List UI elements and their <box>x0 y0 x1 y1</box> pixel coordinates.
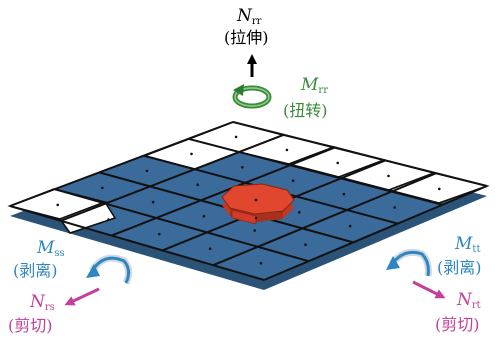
mesh-node-dot <box>107 218 110 221</box>
mesh-node-dots <box>56 135 441 265</box>
mesh-node-dot <box>438 187 441 191</box>
label-mss-desc: (剥离) <box>13 261 58 280</box>
mesh-node-dot <box>291 179 295 182</box>
shear-arrow-right <box>412 280 446 299</box>
mesh-node-dot <box>158 232 161 236</box>
weld-nugget <box>221 183 295 225</box>
grid-line <box>212 172 437 267</box>
grid-line <box>9 205 265 281</box>
mesh-node-dot <box>234 135 238 139</box>
mesh-node-dot <box>393 206 397 209</box>
mesh-node-dot <box>342 192 346 196</box>
mesh-node-dot <box>253 229 256 232</box>
label-mrr: Mrr <box>301 75 328 96</box>
mesh-node-dot <box>285 148 289 152</box>
mesh-node-dot <box>145 169 149 173</box>
label-mtt-desc: (剥离) <box>437 258 482 277</box>
mesh-node-dot <box>336 161 340 165</box>
mesh-node-dot <box>298 211 301 214</box>
mesh-node-dot <box>348 224 352 228</box>
label-nrt: Nrt <box>457 290 481 311</box>
mesh-node-dot <box>387 174 390 178</box>
mesh-node-dot <box>151 200 155 204</box>
mesh-node-dot <box>56 203 59 207</box>
label-nrt-desc: (剪切) <box>435 315 480 334</box>
grid-line <box>54 188 309 263</box>
label-nrs: Nrs <box>30 292 55 313</box>
mesh-node-dot <box>208 247 212 250</box>
label-nrr: Nrr <box>237 6 262 27</box>
label-nrs-desc: (剪切) <box>8 316 53 335</box>
peel-arrow-icon-left <box>86 254 133 285</box>
grid-line <box>232 121 488 187</box>
peel-arrow-icon-right <box>386 248 432 277</box>
grid-line <box>9 121 234 207</box>
mesh-node-dot <box>241 166 244 169</box>
label-mtt: Mtt <box>455 234 481 255</box>
mesh-node-dot <box>190 152 193 156</box>
label-nrr-desc: (拉伸) <box>224 28 269 47</box>
mesh-node-dot <box>196 183 199 186</box>
grid-line <box>263 185 488 281</box>
mesh-node-dot <box>304 243 307 246</box>
shear-arrow-left <box>64 287 100 306</box>
mesh-node-dot <box>101 186 104 190</box>
mesh-node-dot <box>259 262 263 265</box>
label-mss: Mss <box>37 238 65 259</box>
torsion-arrow-icon <box>232 84 272 109</box>
label-mrr-desc: (扭转) <box>283 101 328 120</box>
mesh-node-dot <box>202 215 206 218</box>
grid-line <box>188 137 443 206</box>
grid-line <box>60 133 285 222</box>
grid-line <box>111 146 335 237</box>
